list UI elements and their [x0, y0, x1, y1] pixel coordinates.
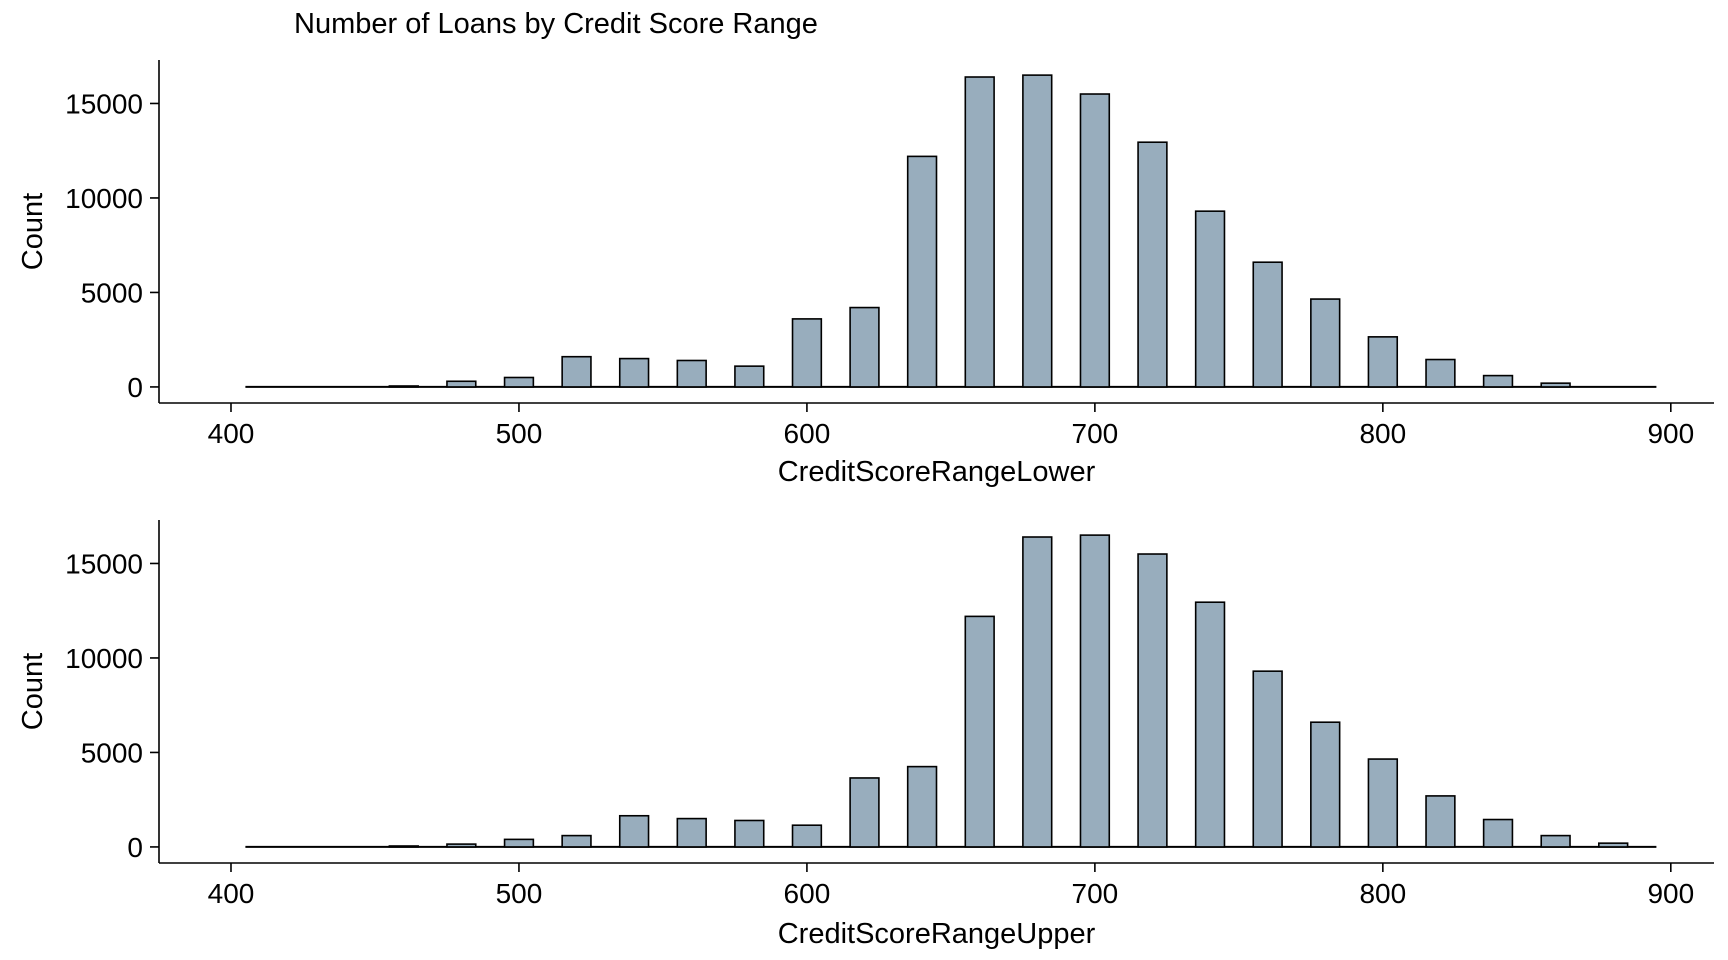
- y-axis-label: Count: [17, 193, 49, 270]
- x-tick-label-500: 500: [496, 878, 543, 909]
- y-tick-label-0: 0: [127, 832, 143, 863]
- bar-460: [388, 845, 419, 848]
- x-tick-label-700: 700: [1072, 878, 1119, 909]
- y-axis-label: Count: [17, 653, 49, 730]
- bar-560: [676, 359, 707, 388]
- x-tick-label-500: 500: [496, 418, 543, 449]
- x-tick-label-800: 800: [1359, 878, 1406, 909]
- bar-860: [1540, 382, 1571, 388]
- bar-840: [1482, 374, 1514, 388]
- chart-title: Number of Loans by Credit Score Range: [294, 8, 818, 40]
- x-tick-label-900: 900: [1647, 878, 1694, 909]
- x-axis-label: CreditScoreRangeLower: [778, 456, 1096, 488]
- bar-800: [1367, 758, 1399, 848]
- x-tick-label-900: 900: [1647, 418, 1694, 449]
- bar-560: [676, 817, 707, 848]
- bar-860: [1540, 834, 1571, 848]
- y-tick-label-5000: 5000: [81, 737, 143, 768]
- y-tick-label-0: 0: [127, 372, 143, 403]
- x-tick-label-600: 600: [784, 418, 831, 449]
- bar-600: [791, 318, 823, 388]
- bar-540: [618, 814, 650, 848]
- bar-580: [734, 819, 765, 848]
- y-tick-label-15000: 15000: [65, 88, 143, 119]
- bar-640: [906, 765, 938, 848]
- bar-700: [1079, 93, 1111, 388]
- bar-680: [1022, 74, 1053, 388]
- x-axis-label: CreditScoreRangeUpper: [778, 918, 1096, 950]
- bar-780: [1310, 721, 1341, 848]
- bar-680: [1022, 536, 1053, 848]
- bar-720: [1137, 141, 1168, 388]
- bar-520: [561, 834, 592, 848]
- bar-460: [388, 385, 419, 388]
- bar-500: [503, 376, 535, 388]
- panel-credit-score-lower: 400 500 600 700 800 900 0 5000 10000 15000 CreditS…: [17, 60, 1714, 488]
- x-tick-label-400: 400: [208, 878, 255, 909]
- x-tick-label-400: 400: [208, 418, 255, 449]
- bar-500: [503, 838, 535, 848]
- bar-760: [1252, 670, 1283, 848]
- bar-620: [849, 777, 880, 848]
- bar-800: [1367, 336, 1399, 388]
- bar-720: [1137, 553, 1168, 848]
- x-tick-label-700: 700: [1072, 418, 1119, 449]
- bar-660: [964, 76, 995, 388]
- bar-820: [1425, 795, 1456, 848]
- bar-820: [1425, 358, 1456, 388]
- y-tick-label-5000: 5000: [81, 277, 143, 308]
- bar-480: [446, 843, 477, 848]
- bar-700: [1079, 534, 1111, 848]
- bar-580: [734, 365, 765, 388]
- bar-540: [618, 357, 650, 388]
- bar-480: [446, 380, 477, 388]
- bar-640: [906, 155, 938, 388]
- bar-620: [849, 306, 880, 388]
- y-tick-label-10000: 10000: [65, 183, 143, 214]
- bar-740: [1194, 601, 1226, 848]
- bar-740: [1194, 210, 1226, 388]
- bar-840: [1482, 818, 1514, 848]
- x-tick-label-600: 600: [784, 878, 831, 909]
- bar-780: [1310, 298, 1341, 388]
- y-tick-label-15000: 15000: [65, 548, 143, 579]
- bar-600: [791, 824, 823, 848]
- panel-credit-score-upper: 400 500 600 700 800 900 0 5000 10000 15000 CreditS…: [17, 520, 1714, 950]
- y-tick-label-10000: 10000: [65, 643, 143, 674]
- bar-760: [1252, 261, 1283, 388]
- bar-660: [964, 615, 995, 848]
- x-tick-label-800: 800: [1359, 418, 1406, 449]
- bar-520: [561, 355, 592, 388]
- bar-880: [1598, 842, 1629, 848]
